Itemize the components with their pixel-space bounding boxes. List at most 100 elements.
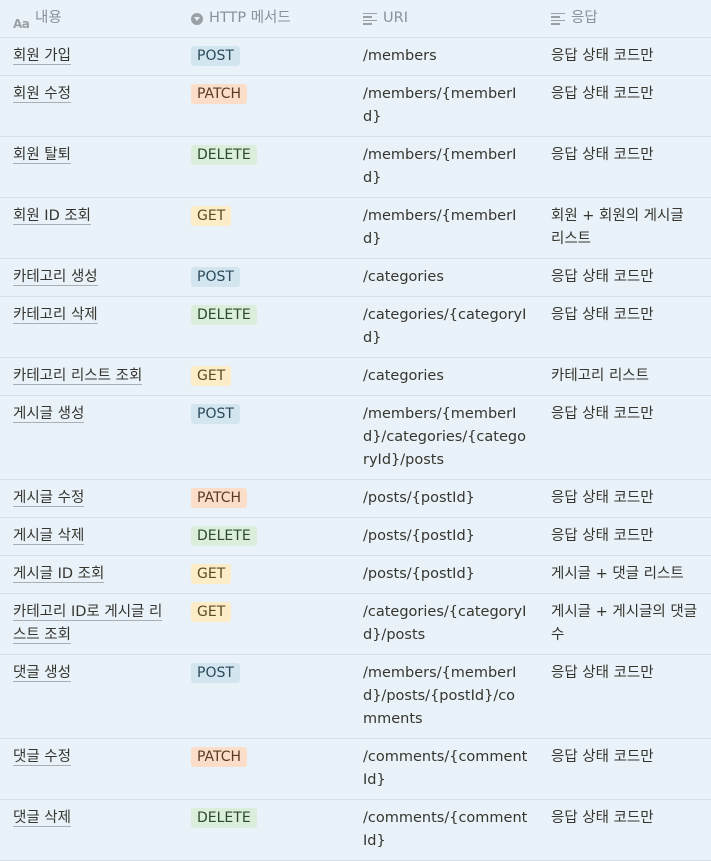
row-title-link[interactable]: 회원 탈퇴 [13,147,71,164]
method-tag: GET [191,366,232,386]
name-cell: 회원 가입 [0,38,178,75]
table-row[interactable]: 게시글 생성 POST/members/{memberId}/categories… [0,396,711,480]
table-row[interactable]: 카테고리 생성 POST/categories 응답 상태 코드만 [0,259,711,297]
uri-cell: /posts/{postId} [363,566,475,582]
uri-cell: /categories/{categoryId} [363,307,527,346]
name-cell: 회원 수정 [0,76,178,136]
uri-cell: /members/{memberId} [363,208,517,247]
row-title-link[interactable]: 회원 가입 [13,48,71,65]
text-property-icon: Aa [13,16,30,31]
row-title-link[interactable]: 카테고리 삭제 [13,307,98,324]
text-lines-icon [551,12,565,25]
name-cell: 카테고리 생성 [0,259,178,296]
method-tag: PATCH [191,84,248,104]
method-cell: DELETE [178,800,350,860]
row-title-link[interactable]: 댓글 수정 [13,749,71,766]
table-row[interactable]: 게시글 ID 조회 GET/posts/{postId} 게시글 + 댓글 리스트 [0,556,711,594]
table-row[interactable]: 게시글 수정 PATCH/posts/{postId} 응답 상태 코드만 [0,480,711,518]
method-tag: DELETE [191,305,257,325]
method-cell: PATCH [178,480,350,517]
uri-cell: /members/{memberId}/categories/{category… [363,406,526,468]
uri-cell: /comments/{commentId} [363,810,528,849]
response-cell: 응답 상태 코드만 [551,810,654,826]
response-cell: 응답 상태 코드만 [551,528,654,544]
name-cell: 게시글 삭제 [0,518,178,555]
response-cell: 응답 상태 코드만 [551,86,654,102]
name-cell: 댓글 생성 [0,655,178,738]
column-header-uri-label: URI [383,10,408,26]
column-header-method[interactable]: HTTP 메서드 [178,7,350,30]
table-row[interactable]: 회원 가입 POST/members 응답 상태 코드만 [0,38,711,76]
table-body: 회원 가입 POST/members 응답 상태 코드만 회원 수정 PATCH/mem… [0,38,711,861]
row-title-link[interactable]: 회원 ID 조회 [13,208,92,225]
row-title-link[interactable]: 게시글 ID 조회 [13,566,105,583]
table-row[interactable]: 게시글 삭제 DELETE/posts/{postId} 응답 상태 코드만 [0,518,711,556]
table-row[interactable]: 댓글 삭제 DELETE/comments/{commentId} 응답 상태 코드… [0,800,711,861]
method-cell: GET [178,358,350,395]
text-lines-icon [363,12,377,25]
row-title-link[interactable]: 댓글 생성 [13,665,71,682]
method-tag: DELETE [191,808,257,828]
response-cell: 응답 상태 코드만 [551,269,654,285]
name-cell: 회원 탈퇴 [0,137,178,197]
row-title-link[interactable]: 게시글 생성 [13,406,85,423]
method-tag: DELETE [191,526,257,546]
column-header-name[interactable]: Aa 내용 [0,7,178,31]
uri-cell: /members/{memberId} [363,86,517,125]
row-title-link[interactable]: 카테고리 ID로 게시글 리스트 조회 [13,604,163,644]
method-tag: POST [191,46,240,66]
method-tag: PATCH [191,488,248,508]
name-cell: 게시글 수정 [0,480,178,517]
row-title-link[interactable]: 댓글 삭제 [13,810,71,827]
row-title-link[interactable]: 카테고리 생성 [13,269,98,286]
column-header-method-label: HTTP 메서드 [209,10,291,26]
uri-cell: /categories [363,368,444,384]
name-cell: 회원 ID 조회 [0,198,178,258]
table-row[interactable]: 카테고리 삭제 DELETE/categories/{categoryId} 응답 … [0,297,711,358]
response-cell: 게시글 + 게시글의 댓글 수 [551,604,698,643]
table-row[interactable]: 댓글 생성 POST/members/{memberId}/posts/{post… [0,655,711,739]
table-row[interactable]: 댓글 수정 PATCH/comments/{commentId} 응답 상태 코드만 [0,739,711,800]
method-tag: GET [191,602,232,622]
column-header-response-label: 응답 [571,10,598,26]
method-cell: DELETE [178,297,350,357]
method-cell: POST [178,259,350,296]
uri-cell: /members [363,48,437,64]
table-row[interactable]: 카테고리 ID로 게시글 리스트 조회 GET/categories/{categ… [0,594,711,655]
response-cell: 응답 상태 코드만 [551,665,654,681]
uri-cell: /posts/{postId} [363,490,475,506]
method-tag: DELETE [191,145,257,165]
method-cell: DELETE [178,137,350,197]
response-cell: 게시글 + 댓글 리스트 [551,566,684,582]
method-cell: GET [178,198,350,258]
column-header-response[interactable]: 응답 [538,7,711,30]
method-cell: POST [178,396,350,479]
row-title-link[interactable]: 게시글 삭제 [13,528,85,545]
name-cell: 댓글 수정 [0,739,178,799]
row-title-link[interactable]: 회원 수정 [13,86,71,103]
response-cell: 응답 상태 코드만 [551,749,654,765]
table-row[interactable]: 회원 수정 PATCH/members/{memberId} 응답 상태 코드만 [0,76,711,137]
method-cell: GET [178,556,350,593]
uri-cell: /categories [363,269,444,285]
response-cell: 응답 상태 코드만 [551,406,654,422]
table-row[interactable]: 카테고리 리스트 조회 GET/categories 카테고리 리스트 [0,358,711,396]
name-cell: 게시글 생성 [0,396,178,479]
response-cell: 응답 상태 코드만 [551,147,654,163]
column-header-uri[interactable]: URI [350,7,538,30]
name-cell: 카테고리 삭제 [0,297,178,357]
method-cell: POST [178,655,350,738]
uri-cell: /categories/{categoryId}/posts [363,604,527,643]
response-cell: 응답 상태 코드만 [551,307,654,323]
name-cell: 게시글 ID 조회 [0,556,178,593]
uri-cell: /members/{memberId} [363,147,517,186]
table-header: Aa 내용 HTTP 메서드 URI 응답 [0,0,711,38]
table-row[interactable]: 회원 ID 조회 GET/members/{memberId} 회원 + 회원의 게… [0,198,711,259]
response-cell: 회원 + 회원의 게시글 리스트 [551,208,684,247]
row-title-link[interactable]: 게시글 수정 [13,490,85,507]
method-cell: GET [178,594,350,654]
row-title-link[interactable]: 카테고리 리스트 조회 [13,368,143,385]
uri-cell: /members/{memberId}/posts/{postId}/comme… [363,665,517,727]
table-row[interactable]: 회원 탈퇴 DELETE/members/{memberId} 응답 상태 코드만 [0,137,711,198]
method-tag: GET [191,564,232,584]
